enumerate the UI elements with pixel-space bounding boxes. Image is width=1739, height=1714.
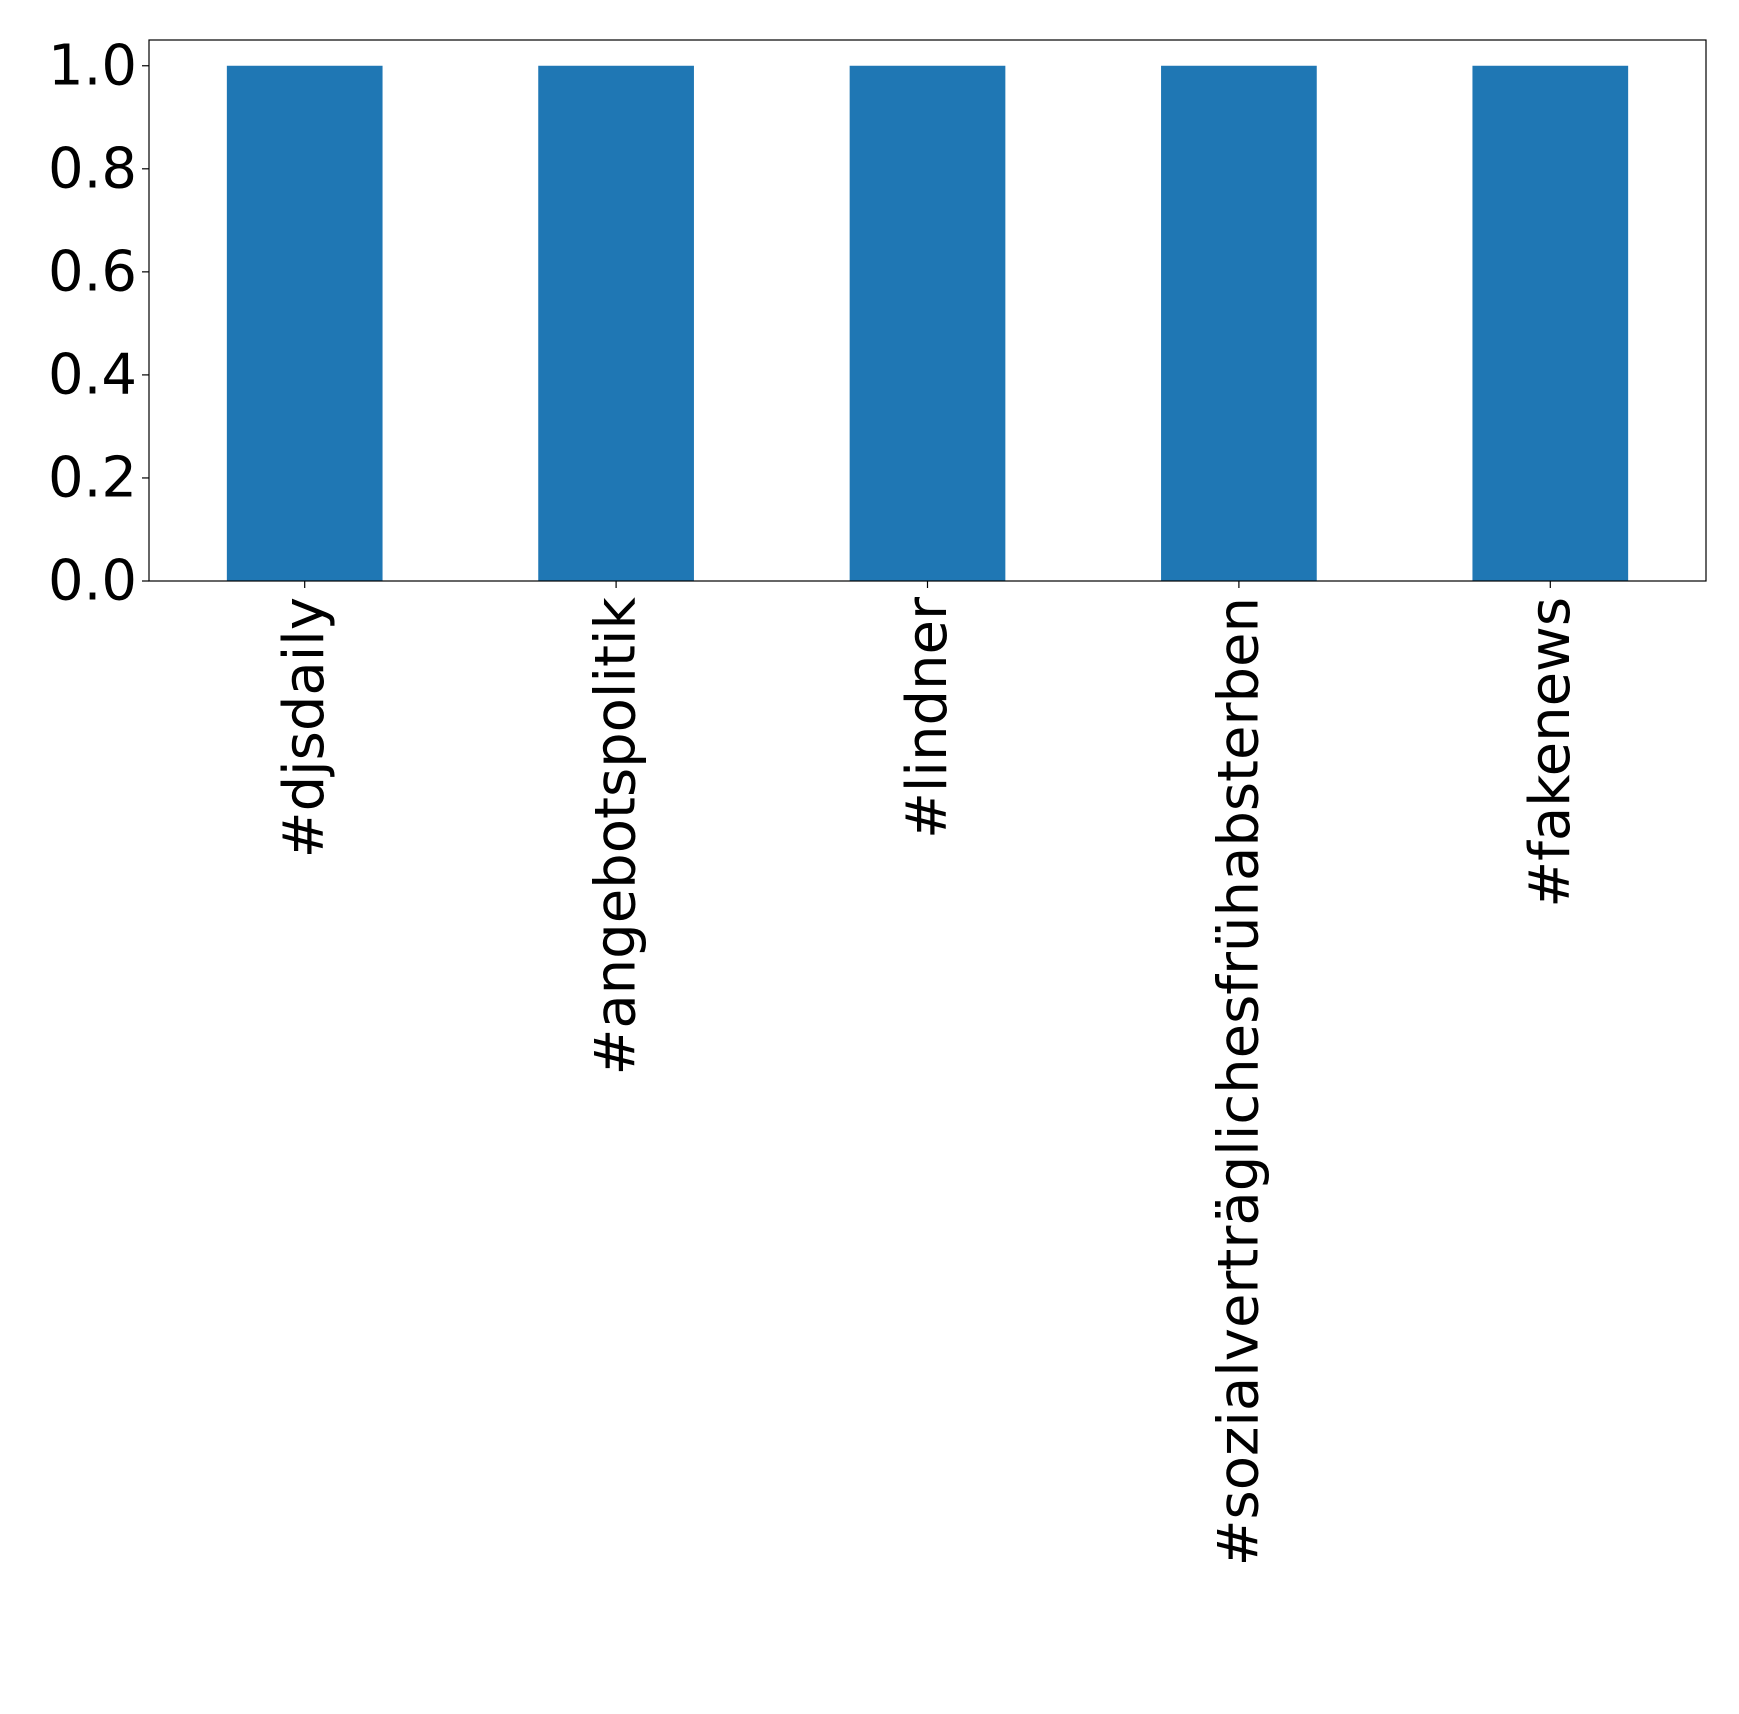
x-tick-label: #sozialverträglichesfrühabsterben <box>1206 597 1271 1566</box>
y-tick-label: 0.2 <box>48 445 137 510</box>
x-tick-label: #lindner <box>895 596 960 839</box>
x-tick-label: #angebotspolitik <box>584 596 649 1075</box>
x-axis-ticks: #djsdaily #angebotspolitik #lindner #sozial… <box>272 581 1583 1566</box>
bar <box>849 65 1006 581</box>
y-tick-label: 0.6 <box>48 239 137 304</box>
y-tick-label: 0.0 <box>48 549 137 614</box>
plot-frame <box>148 39 1707 582</box>
x-tick-label: #djsdaily <box>272 597 337 858</box>
bar <box>1472 65 1629 581</box>
x-tick-label: #fakenews <box>1518 597 1583 908</box>
y-tick-label: 0.8 <box>48 136 137 201</box>
y-axis-ticks: 0.0 0.2 0.4 0.6 0.8 1.0 <box>48 33 149 614</box>
y-tick-label: 0.4 <box>48 342 137 407</box>
bar <box>226 65 383 581</box>
bars-group <box>226 65 1629 581</box>
bar <box>1161 65 1317 581</box>
bar <box>538 65 694 581</box>
y-tick-label: 1.0 <box>48 33 137 98</box>
